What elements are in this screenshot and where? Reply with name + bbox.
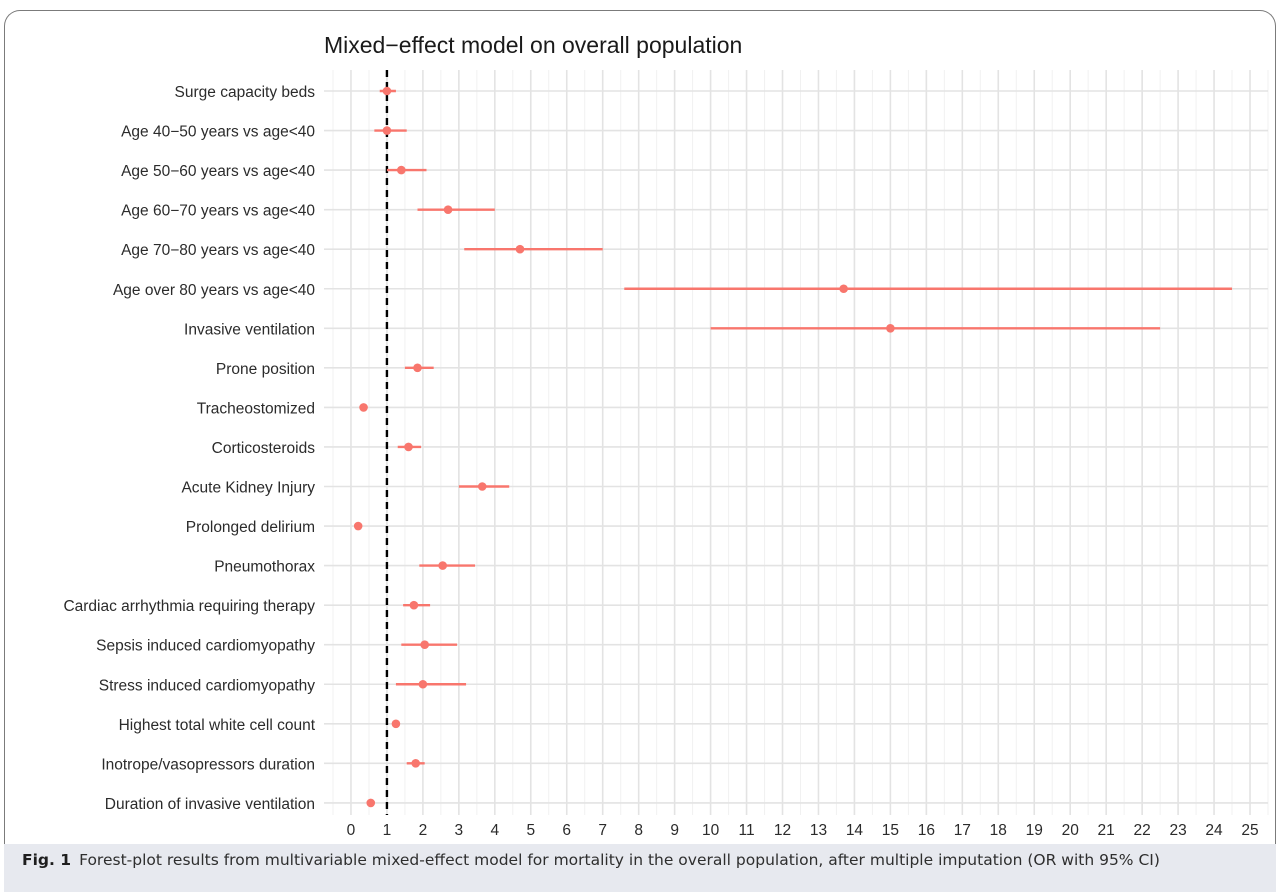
x-tick-label: 5: [526, 822, 535, 839]
y-tick-label: Sepsis induced cardiomyopathy: [96, 638, 315, 655]
point-estimate: [413, 363, 422, 373]
point-estimate: [409, 600, 419, 610]
point-estimate: [382, 126, 392, 135]
x-tick-label: 3: [455, 822, 464, 839]
x-tick-label: 15: [882, 822, 899, 839]
x-tick-label: 14: [846, 822, 864, 839]
x-tick-label: 2: [419, 822, 428, 839]
y-tick-label: Invasive ventilation: [184, 321, 315, 338]
point-estimate: [411, 759, 421, 768]
point-estimate: [397, 165, 406, 175]
y-tick-label: Highest total white cell count: [119, 717, 316, 734]
grid: [324, 70, 1269, 815]
point-estimate: [438, 561, 447, 570]
x-tick-labels: 0 1 2 3 4 5 6 7 8 9 10 11 12 13 14 15 16 17 18 19 20 21 22 23 24…: [347, 822, 1259, 839]
caption-text: Forest-plot results from multivariable m…: [79, 851, 1160, 869]
y-tick-label: Age 60−70 years vs age<40: [121, 203, 315, 220]
point-estimate: [515, 244, 525, 254]
y-tick-label: Age 50−60 years vs age<40: [121, 163, 315, 180]
caption-label: Fig. 1: [22, 851, 72, 869]
y-tick-label: Age over 80 years vs age<40: [113, 282, 315, 299]
point-estimate: [420, 640, 429, 649]
x-tick-label: 8: [634, 822, 643, 839]
x-tick-label: 23: [1169, 822, 1186, 839]
point-estimate: [443, 205, 453, 214]
y-tick-label: Pneumothorax: [214, 559, 315, 576]
point-estimate: [391, 719, 401, 729]
y-tick-label: Duration of invasive ventilation: [105, 796, 315, 813]
x-tick-label: 1: [383, 822, 392, 839]
y-tick-label: Stress induced cardiomyopathy: [99, 677, 316, 694]
x-tick-label: 10: [702, 822, 720, 839]
figure-frame: [4, 10, 1276, 886]
y-tick-label: Tracheostomized: [197, 400, 315, 417]
x-tick-label: 20: [1062, 822, 1080, 839]
x-tick-label: 9: [670, 822, 679, 839]
point-estimate: [366, 798, 376, 808]
x-tick-label: 6: [562, 822, 571, 839]
y-tick-label: Prolonged delirium: [186, 519, 315, 536]
point-estimate: [477, 482, 487, 491]
x-tick-label: 12: [774, 822, 791, 839]
point-estimate: [418, 679, 428, 689]
point-estimate: [886, 324, 895, 333]
x-tick-label: 25: [1241, 822, 1258, 839]
point-estimate: [382, 86, 392, 96]
x-tick-label: 24: [1205, 822, 1223, 839]
y-tick-label: Age 70−80 years vs age<40: [121, 242, 315, 259]
y-tick-label: Prone position: [216, 361, 315, 378]
x-tick-label: 13: [810, 822, 827, 839]
x-tick-label: 19: [1026, 822, 1043, 839]
y-tick-labels: Surge capacity beds Age 40−50 years vs ag…: [63, 84, 315, 813]
y-tick-label: Inotrope/vasopressors duration: [101, 756, 315, 773]
y-tick-label: Acute Kidney Injury: [181, 480, 315, 497]
x-tick-label: 0: [347, 822, 356, 839]
x-tick-label: 16: [918, 822, 935, 839]
y-tick-label: Cardiac arrhythmia requiring therapy: [63, 598, 315, 615]
x-tick-label: 21: [1098, 822, 1115, 839]
x-tick-label: 11: [739, 822, 755, 839]
figure-caption: Fig. 1 Forest-plot results from multivari…: [4, 844, 1276, 892]
y-tick-label: Corticosteroids: [212, 440, 316, 457]
y-tick-label: Age 40−50 years vs age<40: [121, 124, 315, 141]
point-estimate: [353, 521, 363, 531]
x-tick-label: 17: [954, 822, 971, 839]
chart-title: Mixed−effect model on overall population: [324, 32, 742, 58]
estimates: [353, 86, 1233, 808]
point-estimate: [839, 284, 848, 294]
point-estimate: [404, 442, 413, 452]
x-tick-label: 7: [598, 822, 607, 839]
x-tick-label: 4: [491, 822, 500, 839]
y-tick-label: Surge capacity beds: [175, 84, 316, 101]
x-tick-label: 18: [990, 822, 1007, 839]
x-tick-label: 22: [1134, 822, 1151, 839]
point-estimate: [359, 403, 368, 412]
